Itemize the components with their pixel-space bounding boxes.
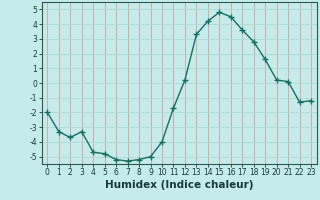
X-axis label: Humidex (Indice chaleur): Humidex (Indice chaleur) [105,180,253,190]
